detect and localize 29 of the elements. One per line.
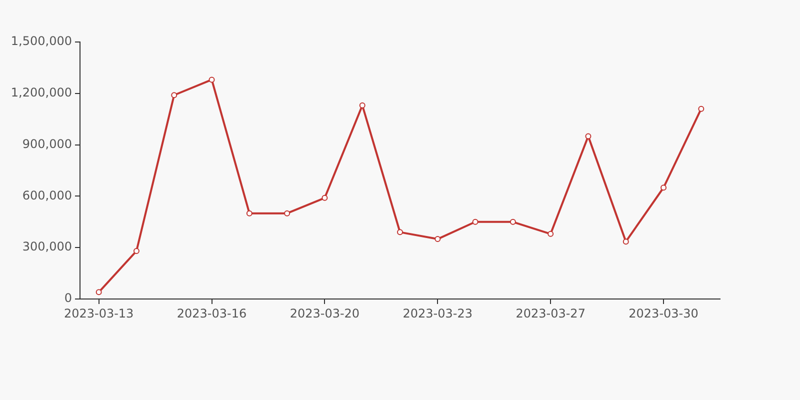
point <box>246 210 252 216</box>
point <box>548 230 554 237</box>
point <box>133 248 140 254</box>
x-tick-label: 2023-03-20 <box>290 306 360 320</box>
x-tick-label: 2023-03-27 <box>516 306 586 320</box>
y-tick-label: 1,500,000 <box>10 34 72 48</box>
x-tick-label: 2023-03-13 <box>64 306 134 320</box>
point <box>698 106 704 112</box>
point <box>359 102 366 108</box>
point <box>208 76 215 83</box>
y-tick-label: 600,000 <box>22 188 72 202</box>
point <box>510 218 516 225</box>
point <box>397 229 403 236</box>
point <box>284 210 290 216</box>
y-tick-label: 0 <box>64 291 72 306</box>
point <box>622 238 629 245</box>
y-tick-label: 900,000 <box>22 136 72 151</box>
x-tick-label: 2023-03-16 <box>176 306 247 320</box>
x-tick-label: 2023-03-23 <box>402 306 473 320</box>
x-tick-label: 2023-03-30 <box>628 306 698 320</box>
point <box>472 218 478 225</box>
point <box>96 289 102 296</box>
point <box>434 236 441 242</box>
point <box>171 92 178 98</box>
y-tick-label: 1,200,000 <box>10 86 72 100</box>
point <box>322 194 328 201</box>
point <box>585 133 592 140</box>
y-tick-label: 300,000 <box>22 240 72 254</box>
point <box>660 184 667 191</box>
